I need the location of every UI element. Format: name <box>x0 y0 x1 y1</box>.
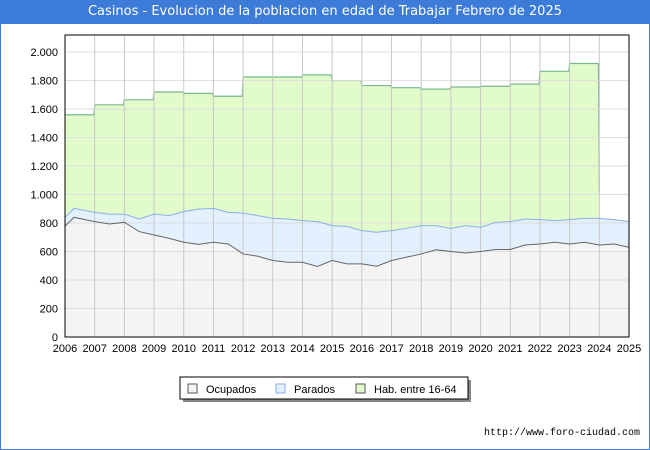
y-tick-label: 200 <box>40 304 58 316</box>
legend: Ocupados Parados Hab. entre 16-64 <box>179 376 471 402</box>
y-tick-label: 800 <box>40 218 58 230</box>
x-tick-label: 2023 <box>557 343 581 355</box>
x-tick-label: 2008 <box>112 343 136 355</box>
y-tick-label: 1.800 <box>30 76 58 88</box>
x-tick-label: 2022 <box>528 343 552 355</box>
x-tick-label: 2019 <box>439 343 463 355</box>
y-tick-label: 2.000 <box>30 47 58 59</box>
x-tick-label: 2014 <box>290 343 314 355</box>
chart-title: Casinos - Evolucion de la poblacion en e… <box>0 0 650 24</box>
x-tick-label: 2025 <box>617 343 641 355</box>
parados-line <box>64 207 630 233</box>
y-tick-label: 1.600 <box>30 104 58 116</box>
x-tick-label: 2010 <box>171 343 195 355</box>
x-tick-label: 2012 <box>231 343 255 355</box>
x-tick-label: 2006 <box>53 343 77 355</box>
ocupados-area <box>65 217 629 337</box>
ocupados-line <box>64 216 630 268</box>
x-tick-label: 2013 <box>261 343 285 355</box>
y-tick-label: 0 <box>52 332 58 344</box>
x-tick-label: 2016 <box>350 343 374 355</box>
legend-label-ocupados: Ocupados <box>206 384 257 396</box>
y-tick-label: 1.000 <box>30 190 58 202</box>
x-tick-label: 2020 <box>468 343 492 355</box>
plot-border <box>64 34 630 338</box>
x-tick-label: 2009 <box>142 343 166 355</box>
y-tick-label: 1.200 <box>30 161 58 173</box>
x-tick-label: 2018 <box>409 343 433 355</box>
legend-swatch-ocupados <box>187 383 198 394</box>
x-tick-label: 2024 <box>587 343 611 355</box>
legend-swatch-parados <box>275 383 286 394</box>
x-tick-label: 2011 <box>202 343 226 355</box>
footer-url[interactable]: http://www.foro-ciudad.com <box>483 428 640 439</box>
legend-box <box>179 376 469 400</box>
y-tick-label: 400 <box>40 275 58 287</box>
legend-swatch-hab <box>355 383 366 394</box>
x-tick-label: 2017 <box>379 343 403 355</box>
x-tick-label: 2015 <box>320 343 344 355</box>
legend-label-hab: Hab. entre 16-64 <box>374 384 457 396</box>
x-tick-label: 2007 <box>82 343 106 355</box>
y-tick-label: 1.400 <box>30 133 58 145</box>
legend-label-parados: Parados <box>294 384 335 396</box>
y-tick-label: 600 <box>40 247 58 259</box>
x-tick-label: 2021 <box>498 343 522 355</box>
